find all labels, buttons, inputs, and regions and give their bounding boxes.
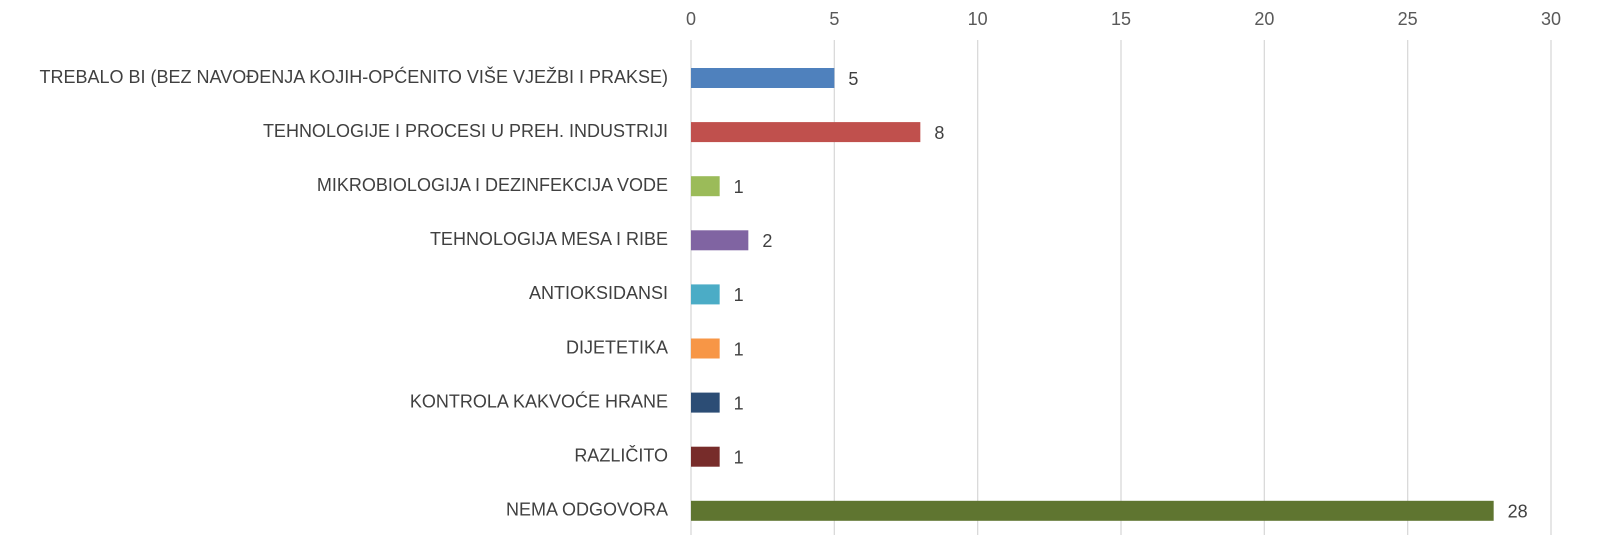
data-label: 1 — [734, 447, 744, 467]
data-label: 5 — [848, 69, 858, 89]
bar — [691, 446, 720, 467]
x-tick-label: 30 — [1541, 9, 1561, 29]
bar — [691, 122, 921, 143]
data-label: 2 — [762, 231, 772, 251]
data-label: 1 — [734, 285, 744, 305]
x-tick-label: 5 — [829, 9, 839, 29]
bar — [691, 68, 835, 88]
y-tick-label: TEHNOLOGIJA MESA I RIBE — [430, 229, 668, 249]
data-label: 1 — [734, 177, 744, 197]
bar — [691, 338, 720, 359]
y-tick-label: ANTIOKSIDANSI — [529, 283, 668, 303]
data-label: 28 — [1508, 502, 1528, 522]
bar — [691, 284, 720, 305]
x-tick-label: 10 — [968, 9, 988, 29]
x-tick-label: 25 — [1398, 9, 1418, 29]
x-tick-label: 15 — [1111, 9, 1131, 29]
x-tick-label: 20 — [1254, 9, 1274, 29]
data-label: 1 — [734, 339, 744, 359]
y-tick-label: DIJETETIKA — [566, 337, 668, 357]
bar — [691, 392, 720, 413]
y-tick-label: TEHNOLOGIJE I PROCESI U PREH. INDUSTRIJI — [263, 121, 668, 141]
bar — [691, 500, 1494, 521]
x-tick-label: 0 — [686, 9, 696, 29]
y-tick-label: NEMA ODGOVORA — [506, 500, 668, 520]
y-tick-label: MIKROBIOLOGIJA I DEZINFEKCIJA VODE — [317, 175, 668, 195]
y-tick-label: RAZLIČITO — [574, 444, 668, 465]
bar — [691, 176, 720, 197]
y-tick-label: TREBALO BI (BEZ NAVOĐENJA KOJIH-OPĆENITO… — [40, 66, 668, 87]
y-tick-label: KONTROLA KAKVOĆE HRANE — [410, 390, 668, 411]
data-label: 8 — [934, 123, 944, 143]
data-label: 1 — [734, 393, 744, 413]
bar — [691, 230, 749, 251]
